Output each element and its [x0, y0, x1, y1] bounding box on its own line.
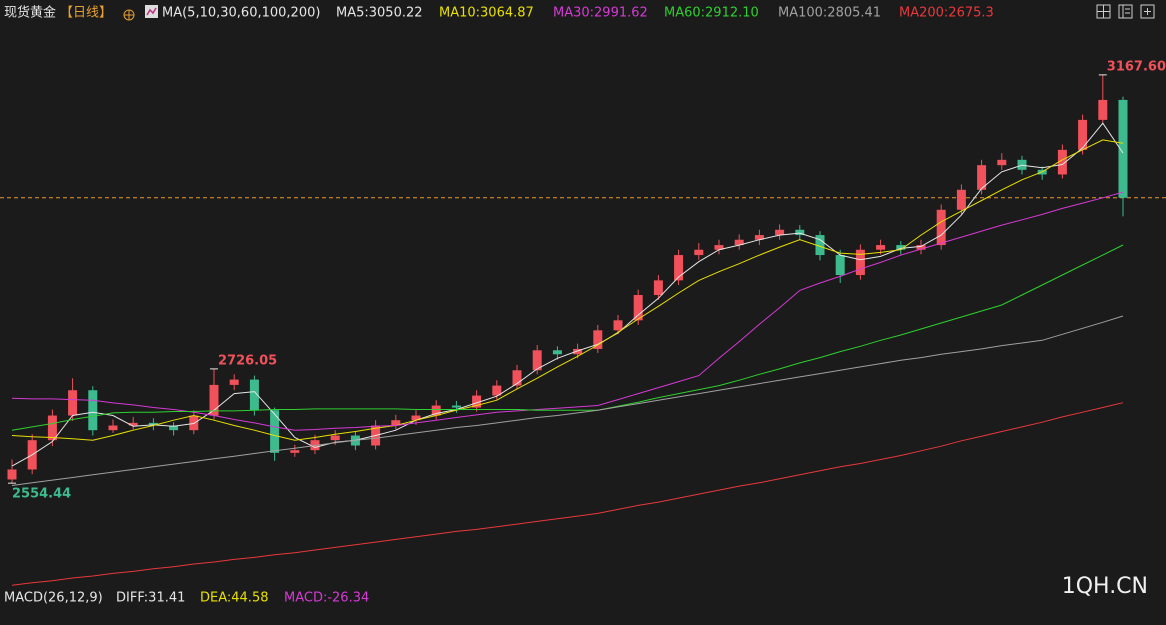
candle-body: [1057, 149, 1067, 175]
candle-body: [936, 209, 946, 246]
ma-line: [11, 244, 1124, 431]
candle-body: [148, 422, 158, 426]
candle-body: [189, 415, 199, 431]
candle-body: [431, 405, 441, 416]
candle-body: [532, 350, 542, 371]
candle-body: [451, 405, 461, 408]
candle-body: [270, 410, 280, 453]
indicator-icon[interactable]: [145, 5, 158, 18]
candle-body: [108, 425, 118, 431]
candle-body: [68, 390, 78, 416]
candle-body: [1118, 99, 1128, 198]
ma-line: [11, 122, 1124, 467]
legend-entry: MA60:2912.10: [664, 6, 759, 21]
add-icon[interactable]: [123, 9, 135, 21]
ma-label: MA(5,10,30,60,100,200): [162, 6, 320, 21]
candle-body: [855, 249, 865, 276]
watermark: 1QH.CN: [1062, 574, 1148, 599]
candle-body: [169, 425, 179, 431]
legend-entry: MA5:3050.22: [336, 6, 423, 21]
ma-line: [11, 402, 1124, 586]
legend-entry: MA100:2805.41: [778, 6, 881, 21]
candle-body: [916, 245, 926, 250]
candle-body: [714, 245, 724, 250]
window-controls: [1096, 4, 1155, 19]
high-label: 3167.60: [1107, 59, 1166, 74]
candle-body: [290, 450, 300, 453]
instrument-title: 现货黄金: [4, 5, 56, 21]
candle-body: [815, 235, 825, 256]
macd-label: MACD(26,12,9): [4, 591, 103, 606]
indicator-entry: DEA:44.58: [200, 591, 269, 606]
legend-entry: MA10:3064.87: [439, 6, 534, 21]
control-icon[interactable]: [1118, 4, 1133, 19]
candle-body: [876, 245, 886, 250]
candle-body: [1078, 119, 1088, 150]
candle-body: [249, 379, 259, 411]
control-icon[interactable]: [1140, 4, 1155, 19]
legend-entry: MA200:2675.3: [899, 6, 994, 21]
candle-body: [472, 395, 482, 408]
indicator-entry: MACD:-26.34: [284, 591, 369, 606]
period-label[interactable]: 【日线】: [60, 6, 112, 21]
candle-body: [209, 384, 219, 416]
candle-body: [896, 245, 906, 250]
candle-body: [492, 385, 502, 396]
candle-body: [552, 350, 562, 355]
high-label: 2726.05: [218, 353, 277, 368]
candle-body: [734, 239, 744, 246]
candle-body: [613, 320, 623, 331]
candle-body: [411, 415, 421, 421]
candle-body: [7, 469, 17, 480]
candle-body: [593, 330, 603, 349]
candle-body: [997, 159, 1007, 166]
candle-body: [775, 229, 785, 236]
candle-body: [229, 379, 239, 385]
legend-entry: MA30:2991.62: [553, 6, 648, 21]
candle-body: [795, 229, 805, 236]
candle-body: [128, 422, 138, 426]
candle-body: [754, 235, 764, 240]
indicator-entry: DIFF:31.41: [116, 591, 185, 606]
candle-body: [835, 255, 845, 276]
candle-body: [88, 390, 98, 431]
candle-body: [391, 420, 401, 426]
candle-body: [956, 189, 966, 210]
candle-body: [512, 370, 522, 386]
ma-line: [11, 315, 1124, 486]
candle-body: [653, 280, 663, 296]
candle-body: [977, 165, 987, 190]
candle-body: [330, 435, 340, 441]
candle-body: [694, 249, 704, 256]
candle-body: [633, 295, 643, 321]
ma-line: [11, 139, 1124, 441]
candle-body: [573, 348, 583, 355]
low-label: 2554.44: [12, 487, 71, 502]
candle-body: [1098, 99, 1108, 120]
indicator-icon-line: [146, 7, 157, 16]
candle-body: [674, 255, 684, 281]
ma-line: [11, 191, 1124, 431]
candle-body: [47, 415, 57, 441]
